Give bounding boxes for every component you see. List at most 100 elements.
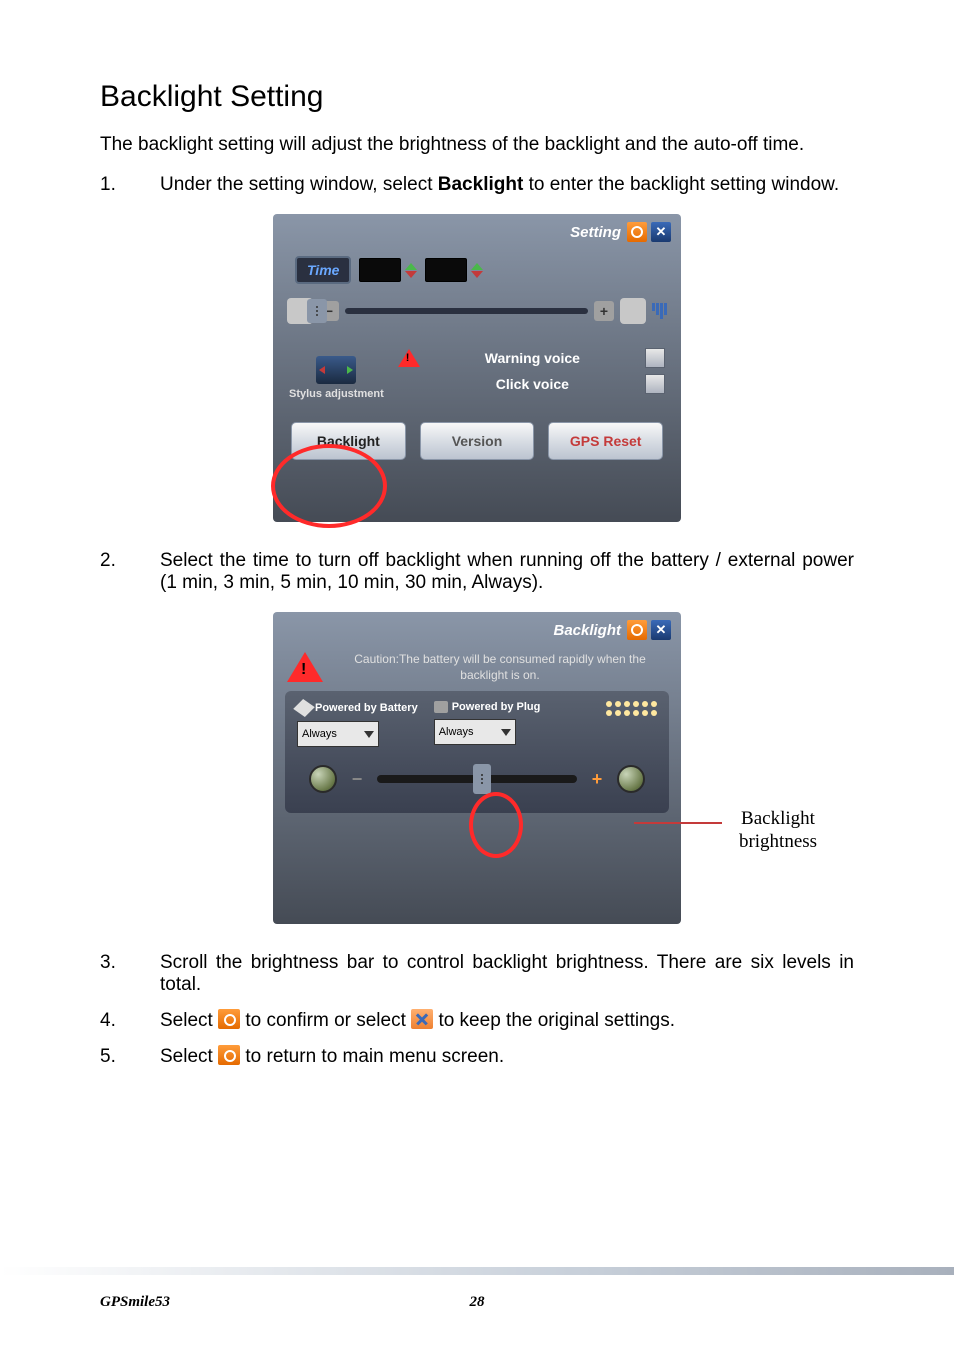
step-4: 4. Select to confirm or select to keep t…: [100, 1010, 854, 1032]
gps-reset-button[interactable]: GPS Reset: [548, 422, 663, 460]
step-text-bold: Backlight: [438, 174, 524, 195]
window-title: Backlight: [553, 622, 621, 639]
volume-row: − +: [277, 290, 677, 332]
voice-col: Warning voice Click voice: [398, 348, 665, 400]
brightness-thumb[interactable]: [473, 764, 491, 794]
click-voice-label: Click voice: [430, 376, 635, 392]
warning-icon: [398, 349, 420, 367]
brightness-knob-right: [617, 765, 645, 793]
confirm-icon: [218, 1009, 240, 1029]
device-screen: Backlight ✕ Caution:The battery will be …: [273, 612, 681, 924]
step-number: 4.: [100, 1010, 160, 1032]
speaker-icon: [620, 298, 646, 324]
warning-voice-checkbox[interactable]: [645, 348, 665, 368]
highlight-circle: [271, 444, 387, 528]
window-title: Setting: [570, 224, 621, 241]
plug-dropdown[interactable]: Always: [434, 719, 516, 745]
close-icon[interactable]: ✕: [651, 620, 671, 640]
pen-icon: [293, 699, 315, 717]
battery-col: Powered by Battery Always: [297, 701, 418, 747]
stylus-label: Stylus adjustment: [289, 388, 384, 400]
battery-dropdown[interactable]: Always: [297, 721, 379, 747]
power-panel: Powered by Battery Always Powered by Plu…: [285, 691, 669, 813]
step-1: 1. Under the setting window, select Back…: [100, 174, 854, 196]
step-number: 5.: [100, 1046, 160, 1068]
step-text: Select to return to main menu screen.: [160, 1046, 854, 1068]
step-text-pre: Select: [160, 1046, 218, 1067]
hour-stepper[interactable]: [405, 263, 417, 278]
step-3: 3. Scroll the brightness bar to control …: [100, 952, 854, 996]
step-text-post: to enter the backlight setting window.: [523, 174, 839, 195]
brightness-row: − +: [297, 755, 657, 803]
step-text: Under the setting window, select Backlig…: [160, 174, 854, 196]
chevron-down-icon: [364, 731, 374, 738]
brightness-minus[interactable]: −: [347, 772, 367, 786]
step-5: 5. Select to return to main menu screen.: [100, 1046, 854, 1068]
brightness-preview: [606, 701, 657, 716]
time-min-field[interactable]: [425, 258, 467, 282]
step-number: 1.: [100, 174, 160, 196]
confirm-icon: [218, 1045, 240, 1065]
confirm-icon[interactable]: [627, 222, 647, 242]
mid-row: Stylus adjustment Warning voice Click vo…: [277, 332, 677, 408]
footer-title: GPSmile53: [100, 1294, 170, 1311]
step-text: Select to confirm or select to keep the …: [160, 1010, 854, 1032]
step-text-pre: Under the setting window, select: [160, 174, 438, 195]
footer-gradient: [0, 1267, 954, 1275]
step-text: Select the time to turn off backlight wh…: [160, 550, 854, 594]
cancel-icon: [411, 1009, 433, 1029]
step-2: 2. Select the time to turn off backlight…: [100, 550, 854, 594]
sound-wave-icon: [652, 303, 667, 319]
plug-col: Powered by Plug Always: [434, 701, 541, 745]
version-button[interactable]: Version: [420, 422, 535, 460]
plug-label-text: Powered by Plug: [452, 701, 541, 713]
plug-value: Always: [439, 726, 474, 738]
step-text-post: to keep the original settings.: [438, 1010, 675, 1031]
footer: GPSmile53 28: [0, 1294, 954, 1311]
step-text: Scroll the brightness bar to control bac…: [160, 952, 854, 996]
plug-label: Powered by Plug: [434, 701, 541, 713]
battery-label-text: Powered by Battery: [315, 702, 418, 714]
volume-plus[interactable]: +: [594, 301, 614, 321]
close-icon[interactable]: ✕: [651, 222, 671, 242]
callout-text: Backlight brightness: [728, 808, 828, 854]
step-text-post: to return to main menu screen.: [245, 1046, 504, 1067]
intro-paragraph: The backlight setting will adjust the br…: [100, 134, 854, 156]
section-heading: Backlight Setting: [100, 80, 854, 114]
plug-icon: [434, 701, 448, 713]
screenshot-backlight: Backlight ✕ Caution:The battery will be …: [100, 612, 854, 924]
brightness-knob-left: [309, 765, 337, 793]
click-voice-row: Click voice: [398, 374, 665, 394]
power-row: Powered by Battery Always Powered by Plu…: [297, 701, 657, 747]
battery-value: Always: [302, 728, 337, 740]
device-screen: Setting ✕ Time − +: [273, 214, 681, 522]
chevron-down-icon: [501, 729, 511, 736]
brightness-slider[interactable]: [377, 775, 577, 783]
step-number: 2.: [100, 550, 160, 594]
title-bar: Setting ✕: [277, 218, 677, 246]
warning-voice-label: Warning voice: [430, 350, 635, 366]
min-stepper[interactable]: [471, 263, 483, 278]
screenshot-setting: Setting ✕ Time − +: [100, 214, 854, 522]
footer-page: 28: [470, 1294, 485, 1311]
confirm-icon[interactable]: [627, 620, 647, 640]
time-hour-field[interactable]: [359, 258, 401, 282]
callout-line: [634, 822, 722, 824]
time-row: Time: [277, 246, 677, 290]
battery-label: Powered by Battery: [297, 701, 418, 715]
click-voice-checkbox[interactable]: [645, 374, 665, 394]
stylus-icon: [316, 356, 356, 384]
highlight-circle: [469, 792, 523, 858]
caution-row: Caution:The battery will be consumed rap…: [277, 644, 677, 689]
stylus-block[interactable]: Stylus adjustment: [289, 356, 384, 400]
warning-voice-row: Warning voice: [398, 348, 665, 368]
step-text-pre: Select: [160, 1010, 218, 1031]
title-bar: Backlight ✕: [277, 616, 677, 644]
time-label: Time: [295, 256, 351, 284]
step-number: 3.: [100, 952, 160, 996]
warning-icon: [287, 652, 323, 682]
brightness-plus[interactable]: +: [587, 772, 607, 786]
caution-text: Caution:The battery will be consumed rap…: [333, 652, 667, 683]
page: Backlight Setting The backlight setting …: [0, 0, 954, 1351]
volume-slider[interactable]: [345, 308, 588, 314]
